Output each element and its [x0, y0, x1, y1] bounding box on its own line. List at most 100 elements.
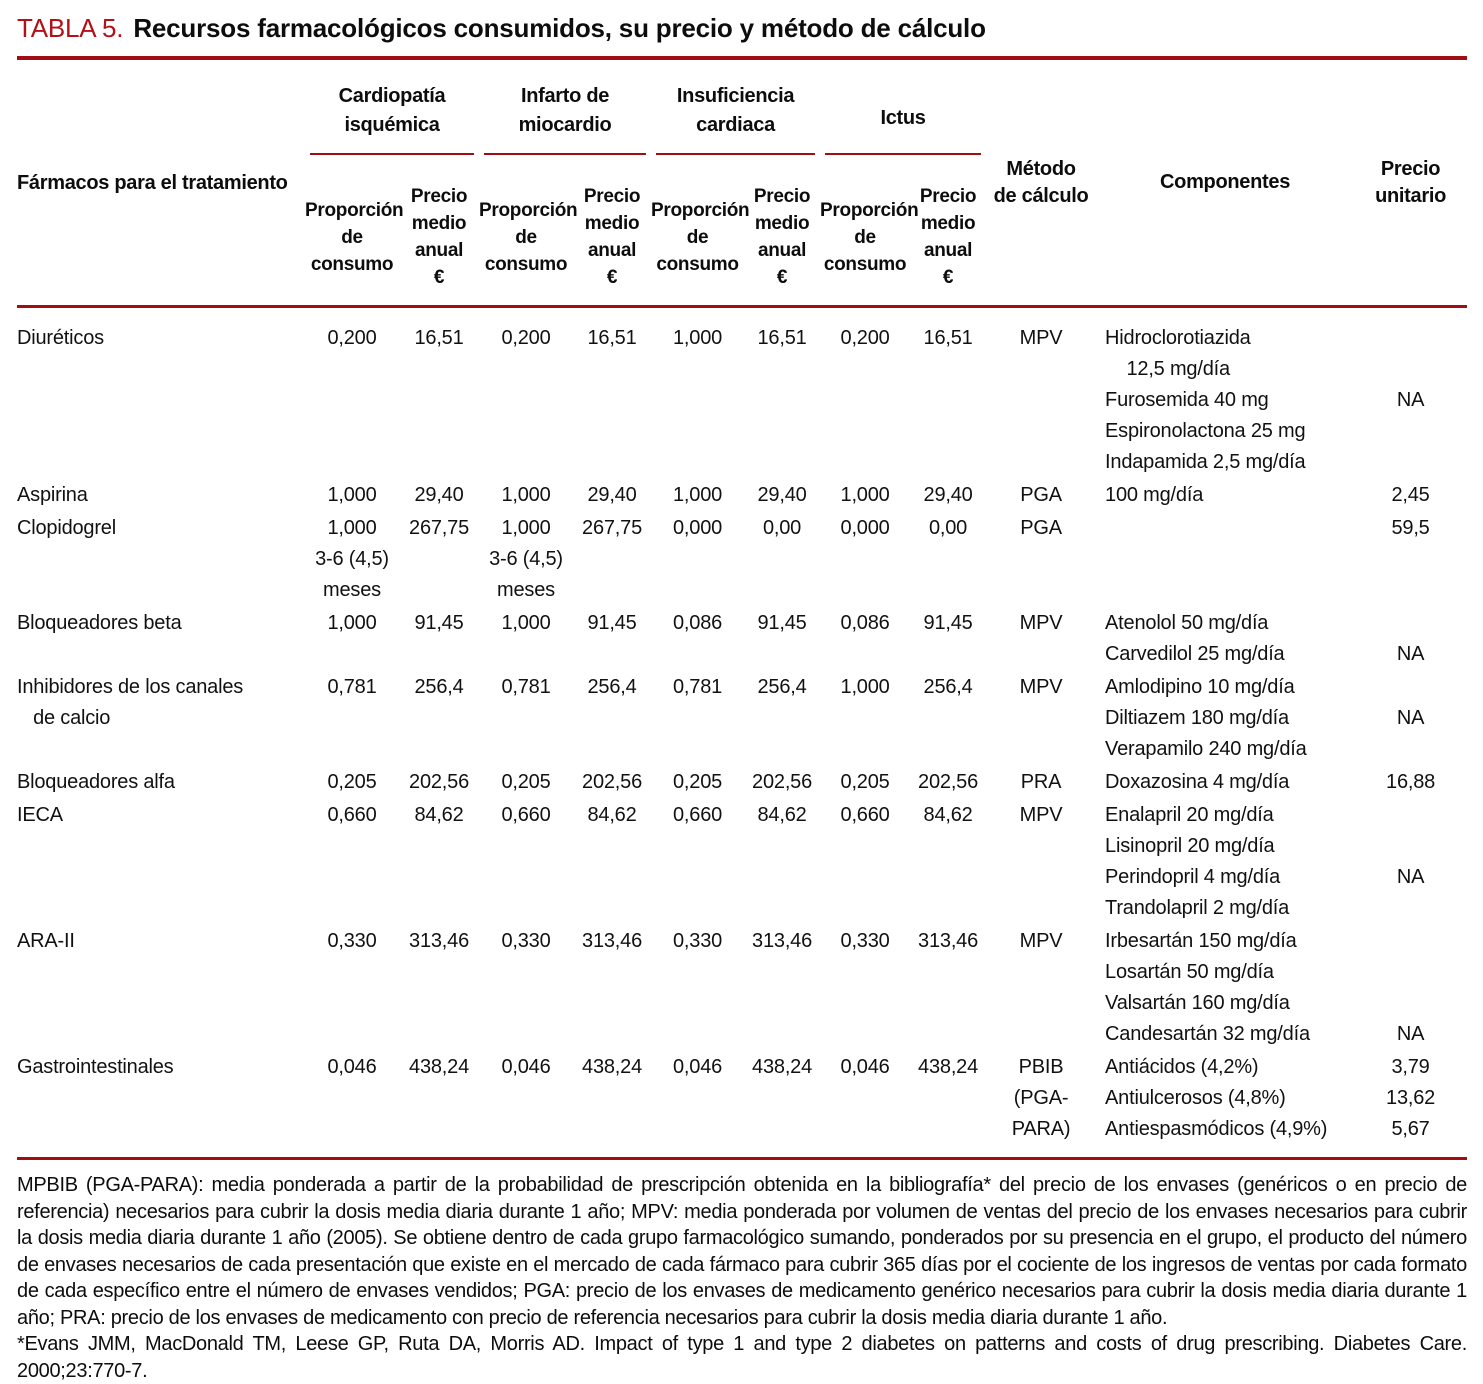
- cell-infarto-precio: 16,51: [587, 327, 637, 349]
- cell-insuficiencia-precio: 91,45: [757, 612, 807, 634]
- cell-precio-unitario: NA: [1396, 707, 1425, 729]
- cell-infarto-precio: 29,40: [587, 484, 637, 506]
- cell-insuficiencia-proporcion: 1,000: [673, 327, 723, 349]
- cell-metodo: MPV: [1019, 930, 1063, 952]
- cell-insuficiencia-proporcion: 1,000: [673, 484, 723, 506]
- cell-insuficiencia-proporcion: 0,205: [673, 771, 723, 793]
- cell-cardiopatia-precio: 84,62: [414, 804, 464, 826]
- cell-infarto-precio: 202,56: [582, 771, 643, 793]
- cell-ictus-precio: 91,45: [923, 612, 973, 634]
- cell-infarto-proporcion: 0,205: [501, 771, 551, 793]
- column-header-farmacos: Fármacos para el tratamiento: [17, 58, 305, 308]
- cell-precio-unitario: NA: [1396, 866, 1425, 888]
- table-caption: Recursos farmacológicos consumidos, su p…: [133, 13, 986, 43]
- cell-ictus-precio: 438,24: [918, 1056, 979, 1078]
- cell-cardiopatia-precio: 313,46: [409, 930, 469, 952]
- table-row: Bloqueadores alfa 0,205 202,56 0,205 202,56 0…: [17, 765, 1467, 798]
- table-body: Diuréticos 0,200 16,51 0,200 16,51 1,000 16,51…: [17, 307, 1467, 1159]
- column-header-componentes: Componentes: [1096, 58, 1355, 308]
- cell-farmaco: Gastrointestinales: [17, 1056, 174, 1078]
- subheader-cardiopatia-precio: Precio medio anual €: [399, 173, 480, 308]
- cell-precio-unitario: NA: [1396, 389, 1425, 411]
- cell-cardiopatia-precio: 256,4: [414, 676, 464, 698]
- cell-metodo: PRA: [1020, 771, 1062, 793]
- group-header-ictus: Ictus: [820, 58, 986, 173]
- cell-ictus-proporcion: 0,046: [840, 1056, 890, 1078]
- cell-cardiopatia-proporcion: 0,046: [327, 1056, 377, 1078]
- cell-metodo: PGA: [1020, 517, 1062, 539]
- table-header: Fármacos para el tratamiento Cardiopatía…: [17, 58, 1468, 308]
- cell-componentes: Atenolol 50 mg/día Carvedilol 25 mg/día: [1105, 612, 1285, 665]
- cell-infarto-precio: 267,75: [582, 517, 643, 539]
- cell-ictus-proporcion: 0,200: [840, 327, 890, 349]
- cell-farmaco: Diuréticos: [17, 327, 104, 349]
- cell-infarto-precio: 256,4: [587, 676, 637, 698]
- cell-insuficiencia-proporcion: 0,781: [673, 676, 723, 698]
- cell-insuficiencia-proporcion: 0,086: [673, 612, 723, 634]
- cell-ictus-proporcion: 0,000: [840, 517, 890, 539]
- cell-infarto-precio: 84,62: [587, 804, 637, 826]
- cell-cardiopatia-proporcion: 0,200: [327, 327, 377, 349]
- cell-farmaco: Aspirina: [17, 484, 88, 506]
- cell-ictus-proporcion: 0,330: [840, 930, 890, 952]
- cell-ictus-proporcion: 0,086: [840, 612, 890, 634]
- cell-cardiopatia-precio: 29,40: [414, 484, 464, 506]
- cell-precio-unitario: 3,79 13,62 5,67: [1386, 1056, 1436, 1140]
- cell-componentes: Enalapril 20 mg/día Lisinopril 20 mg/día…: [1105, 804, 1290, 919]
- cell-ictus-proporcion: 0,660: [840, 804, 890, 826]
- group-label: Infarto de miocardio: [484, 82, 647, 155]
- group-header-infarto-miocardio: Infarto de miocardio: [479, 58, 651, 173]
- cell-componentes: Irbesartán 150 mg/día Losartán 50 mg/día…: [1105, 930, 1310, 1045]
- table-number: TABLA 5.: [17, 13, 124, 43]
- cell-ictus-proporcion: 0,205: [840, 771, 890, 793]
- cell-farmaco: Bloqueadores beta: [17, 612, 182, 634]
- cell-componentes: Doxazosina 4 mg/día: [1105, 771, 1290, 793]
- table-row: Bloqueadores beta 1,000 91,45 1,000 91,45 0,0…: [17, 606, 1467, 670]
- cell-cardiopatia-proporcion: 1,000 3-6 (4,5) meses: [315, 517, 389, 601]
- cell-infarto-precio: 313,46: [582, 930, 643, 952]
- cell-infarto-proporcion: 0,200: [501, 327, 551, 349]
- cell-infarto-proporcion: 1,000: [501, 612, 551, 634]
- cell-componentes: Hidroclorotiazida 12,5 mg/día Furosemida…: [1105, 327, 1306, 473]
- cell-cardiopatia-precio: 91,45: [414, 612, 464, 634]
- subheader-ictus-precio: Precio medio anual €: [910, 173, 987, 308]
- subheader-ictus-proporcion: Proporción de consumo: [820, 173, 919, 308]
- cell-infarto-proporcion: 0,660: [501, 804, 551, 826]
- cell-infarto-proporcion: 1,000: [501, 484, 551, 506]
- cell-ictus-proporcion: 1,000: [840, 484, 890, 506]
- cell-insuficiencia-precio: 313,46: [752, 930, 813, 952]
- group-label: Ictus: [825, 97, 982, 155]
- table-title: TABLA 5. Recursos farmacológicos consumi…: [17, 12, 1467, 44]
- column-header-metodo-calculo: Método de cálculo: [986, 58, 1097, 308]
- cell-cardiopatia-proporcion: 1,000: [327, 484, 377, 506]
- header-row-groups: Fármacos para el tratamiento Cardiopatía…: [17, 58, 1468, 308]
- cell-ictus-precio: 29,40: [923, 484, 973, 506]
- cell-insuficiencia-proporcion: 0,046: [673, 1056, 723, 1078]
- cell-precio-unitario: NA: [1396, 1023, 1425, 1045]
- cell-precio-unitario: 16,88: [1386, 771, 1436, 793]
- cell-componentes: Amlodipino 10 mg/día Diltiazem 180 mg/dí…: [1105, 676, 1307, 760]
- cell-cardiopatia-proporcion: 0,205: [327, 771, 377, 793]
- table-row: Diuréticos 0,200 16,51 0,200 16,51 1,000 16,51…: [17, 307, 1467, 479]
- cell-precio-unitario: 2,45: [1391, 484, 1430, 506]
- cell-insuficiencia-precio: 256,4: [757, 676, 807, 698]
- header-row-subcolumns: Proporción de consumo Precio medio anual…: [17, 173, 1467, 308]
- subheader-cardiopatia-proporcion: Proporción de consumo: [305, 173, 404, 308]
- cell-farmaco: Clopidogrel: [17, 517, 116, 539]
- subheader-infarto-proporcion: Proporción de consumo: [479, 173, 578, 308]
- table-row: Clopidogrel 1,000 3-6 (4,5) meses 267,75 1,…: [17, 511, 1467, 606]
- cell-ictus-precio: 313,46: [918, 930, 979, 952]
- cell-farmaco: IECA: [17, 804, 63, 826]
- group-header-insuficiencia-cardiaca: Insuficiencia cardiaca: [651, 58, 820, 173]
- cell-metodo: MPV: [1019, 804, 1063, 826]
- cell-insuficiencia-proporcion: 0,000: [673, 517, 723, 539]
- cell-infarto-proporcion: 0,330: [501, 930, 551, 952]
- cell-infarto-proporcion: 0,046: [501, 1056, 551, 1078]
- group-header-cardiopatia-isquemica: Cardiopatía isquémica: [305, 58, 479, 173]
- cell-metodo: MPV: [1019, 327, 1063, 349]
- cell-cardiopatia-proporcion: 0,781: [327, 676, 377, 698]
- table-row: Gastrointestinales 0,046 438,24 0,046 438,24…: [17, 1050, 1467, 1159]
- cell-infarto-precio: 91,45: [587, 612, 637, 634]
- cell-cardiopatia-precio: 438,24: [409, 1056, 469, 1078]
